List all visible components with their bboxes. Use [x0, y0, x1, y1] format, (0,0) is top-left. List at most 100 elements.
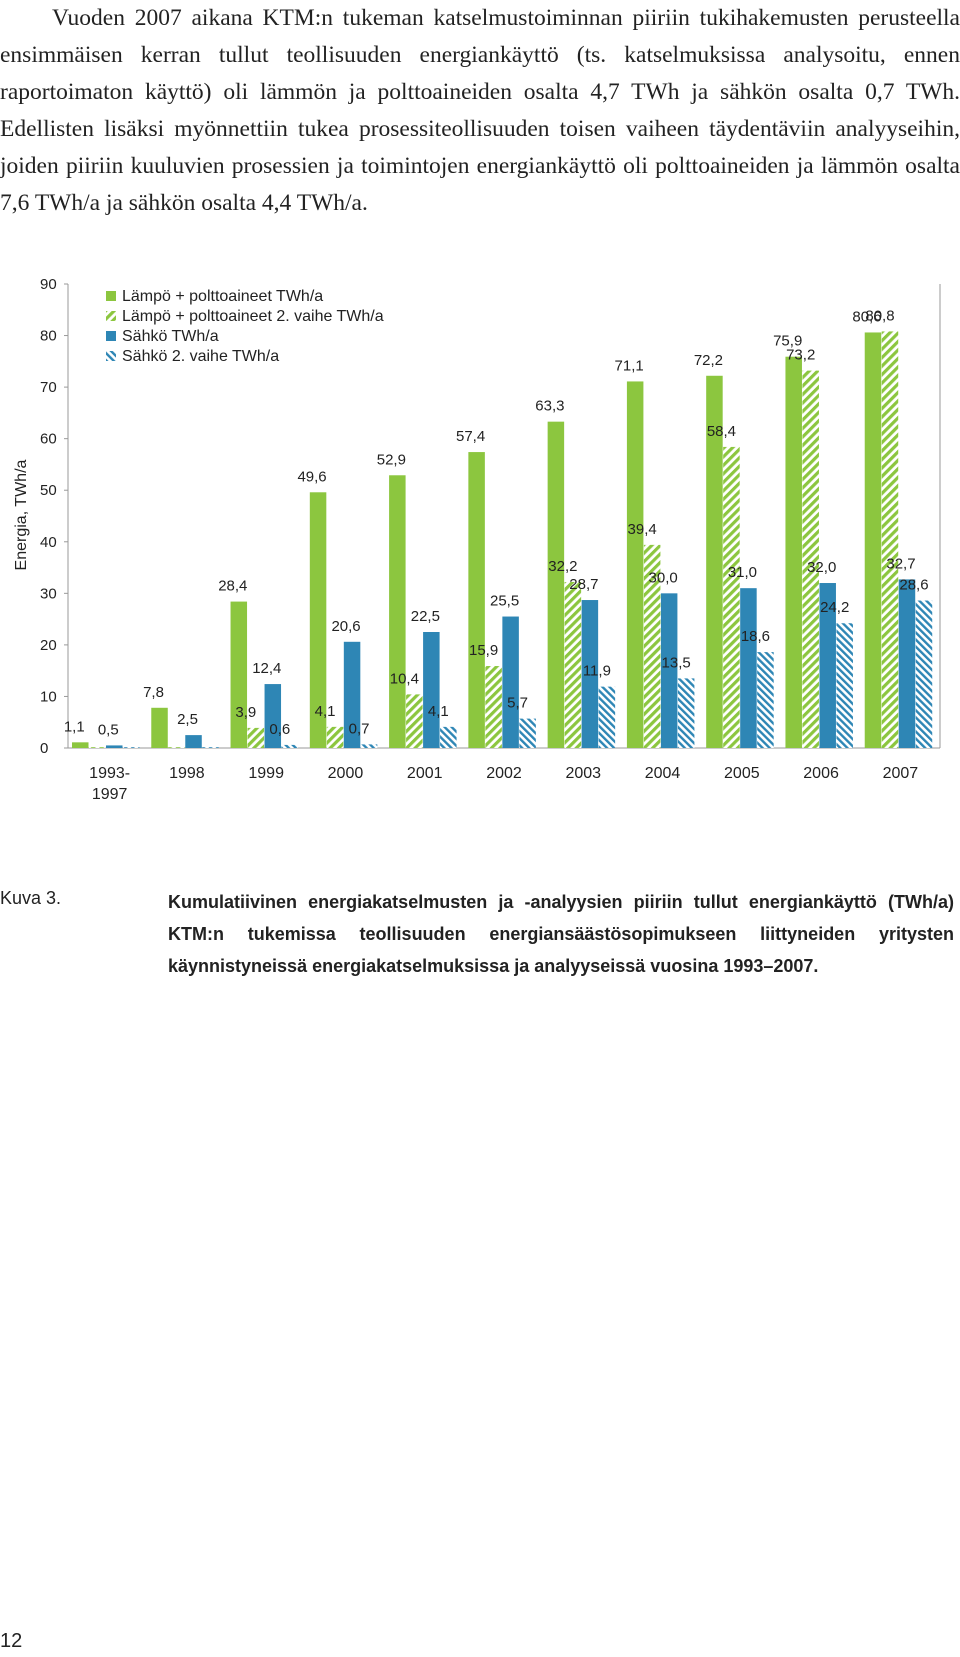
y-tick-label: 70: [40, 379, 57, 396]
y-tick-label: 80: [40, 328, 57, 345]
bar-series-2: [723, 446, 740, 748]
x-tick-label: 2001: [407, 765, 443, 782]
bar-series-1: [230, 601, 248, 748]
bar-series-4: [836, 623, 853, 748]
bar-series-3: [502, 616, 519, 748]
bar-data-label: 15,9: [469, 642, 498, 659]
bar-series-1: [151, 707, 168, 748]
bar-series-1: [547, 421, 565, 748]
chart-bars: [72, 331, 933, 748]
bar-data-label: 80,6: [852, 308, 881, 325]
bar-series-1: [72, 742, 89, 748]
bar-data-label: 4,1: [428, 703, 449, 720]
bar-series-4: [519, 718, 536, 748]
intro-paragraph: Vuoden 2007 aikana KTM:n tukeman katselm…: [0, 5, 960, 216]
bar-data-label: 0,6: [269, 721, 290, 738]
bar-series-1: [309, 492, 327, 748]
bar-data-label: 28,4: [218, 578, 247, 595]
bar-series-3: [106, 745, 123, 748]
bar-series-4: [281, 744, 299, 748]
bar-data-label: 32,7: [886, 555, 915, 572]
chart-data-labels: 1,1 7,8 28,4 49,6 52,9 57,4 63,3 71,1 72,2 75,9 80…: [64, 307, 929, 738]
page-number: 12: [0, 1630, 23, 1652]
bar-data-label: 10,4: [390, 670, 419, 687]
bar-data-label: 80,8: [865, 307, 894, 324]
bar-data-label: 5,7: [507, 695, 528, 712]
bar-data-label: 32,0: [807, 559, 836, 576]
y-tick-label: 90: [40, 276, 57, 293]
chart-axes: 0 10 20 30 40 50 60 70 80 90 1993- 1997 1998 1999 2000…: [40, 276, 941, 803]
bar-data-label: 75,9: [773, 333, 802, 350]
bar-data-label: 13,5: [662, 654, 691, 671]
x-tick-label: 2005: [724, 765, 760, 782]
bar-series-1: [389, 475, 406, 748]
legend-swatch: [106, 291, 116, 301]
bar-series-4: [677, 678, 695, 748]
bar-series-2: [326, 726, 344, 748]
bar-data-label: 0,7: [349, 720, 370, 737]
bar-series-4: [123, 747, 140, 748]
bar-series-3: [343, 641, 361, 748]
bar-series-2: [564, 581, 582, 748]
bar-series-3: [660, 593, 678, 748]
bar-data-label: 22,5: [411, 608, 440, 625]
energy-bar-chart: 0 10 20 30 40 50 60 70 80 90 1993- 1997 1998 1999 2000…: [13, 276, 941, 803]
x-tick-label: 2003: [565, 765, 601, 782]
x-tick-label: 2007: [883, 765, 919, 782]
bar-data-label: 30,0: [649, 569, 678, 586]
bar-series-2: [881, 331, 899, 748]
bar-data-label: 2,5: [177, 711, 198, 728]
bar-series-3: [581, 600, 599, 748]
y-tick-label: 30: [40, 585, 57, 602]
legend-entry: Lämpö + polttoaineet TWh/a: [122, 288, 323, 305]
y-tick-label: 40: [40, 534, 57, 551]
bar-series-2: [406, 694, 423, 748]
x-tick-label: 2004: [645, 765, 681, 782]
bar-data-label: 63,3: [535, 398, 564, 415]
bar-series-4: [757, 652, 774, 748]
x-tick-label: 1999: [248, 765, 284, 782]
bar-data-label: 58,4: [707, 423, 736, 440]
bar-data-label: 3,9: [235, 704, 256, 721]
bar-data-label: 0,5: [98, 721, 119, 738]
bar-series-2: [802, 370, 819, 748]
bar-series-4: [202, 747, 219, 748]
legend-entry: Lämpö + polttoaineet 2. vaihe TWh/a: [122, 308, 384, 325]
bar-series-4: [598, 686, 616, 748]
bar-data-label: 11,9: [583, 663, 611, 680]
bar-series-1: [785, 356, 802, 748]
bar-series-2: [247, 727, 265, 748]
bar-series-2: [643, 544, 661, 748]
x-tick-label: 2002: [486, 765, 522, 782]
bar-data-label: 7,8: [143, 684, 164, 701]
bar-data-label: 31,0: [728, 564, 757, 581]
bar-data-label: 25,5: [490, 593, 519, 610]
bar-data-label: 12,4: [252, 660, 281, 677]
bar-data-label: 57,4: [456, 428, 485, 445]
bar-data-label: 28,6: [899, 577, 928, 594]
y-axis-label: Energia, TWh/a: [13, 459, 30, 570]
bar-series-3: [819, 583, 836, 748]
bar-series-4: [915, 600, 933, 748]
bar-data-label: 49,6: [297, 468, 326, 485]
bar-data-label: 28,7: [569, 576, 598, 593]
bar-series-3: [185, 735, 202, 748]
bar-data-label: 71,1: [615, 357, 644, 374]
x-tick-label: 1993-: [89, 765, 130, 782]
bar-series-2: [168, 747, 185, 748]
figure-caption-label: Kuva 3.: [0, 888, 62, 908]
bar-data-label: 72,2: [694, 352, 723, 369]
bar-series-3: [423, 632, 440, 748]
legend-swatch: [106, 311, 116, 321]
x-tick-label: 2000: [328, 765, 364, 782]
bar-series-2: [485, 666, 502, 748]
bar-data-label: 32,2: [548, 558, 577, 575]
bar-series-3: [264, 684, 282, 748]
bar-data-label: 73,2: [786, 347, 815, 364]
bar-data-label: 18,6: [741, 628, 770, 645]
bar-series-3: [740, 588, 757, 748]
y-tick-label: 0: [40, 740, 48, 757]
figure-caption-text: Kumulatiivinen energiakatselmusten ja -a…: [168, 892, 954, 976]
bar-data-label: 1,1: [64, 718, 85, 735]
bar-series-3: [898, 579, 916, 748]
